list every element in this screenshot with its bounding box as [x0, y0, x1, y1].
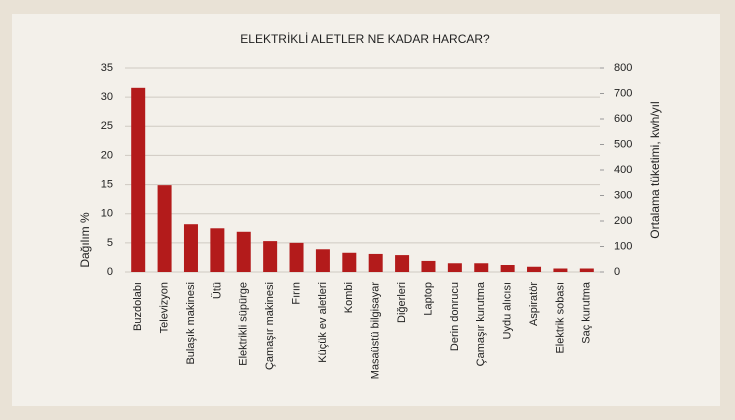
x-tick-label: Televizyon — [158, 282, 170, 333]
bar — [527, 266, 542, 272]
x-tick-label: Elektrikli süpürge — [238, 282, 250, 366]
y2-tick-label: 700 — [614, 87, 632, 99]
y-tick-label: 0 — [107, 266, 113, 278]
x-tick-label: Fırın — [290, 282, 302, 305]
x-tick-label: Derin donrucu — [449, 282, 461, 351]
bar — [157, 185, 172, 272]
y-tick-label: 15 — [101, 178, 113, 190]
y-tick-label: 10 — [101, 208, 113, 220]
x-tick-label: Saç kurutma — [581, 281, 593, 344]
bar — [289, 242, 304, 272]
y-tick-label: 35 — [101, 62, 113, 74]
bar — [447, 263, 462, 272]
x-tick-label: Elektrik sobası — [554, 282, 566, 354]
bar — [183, 224, 198, 272]
x-tick-label: Aspiratör — [528, 282, 540, 326]
x-tick-label: Çamaşır makinesi — [264, 282, 276, 370]
x-tick-label: Laptop — [422, 282, 434, 316]
y-tick-label: 30 — [101, 91, 113, 103]
y-tick-label: 25 — [101, 120, 113, 132]
bar — [236, 231, 251, 272]
chart-title: ELEKTRİKLİ ALETLER NE KADAR HARCAR? — [240, 32, 490, 46]
x-tick-label: Çamaşır kurutma — [475, 281, 487, 366]
x-tick-label: Uydu alıcısı — [502, 282, 514, 339]
y-tick-label: 20 — [101, 149, 113, 161]
y2-tick-label: 100 — [614, 240, 632, 252]
bar — [579, 268, 594, 272]
y2-tick-label: 0 — [614, 266, 620, 278]
x-tick-label: Bulaşık makinesi — [185, 282, 197, 365]
bar — [368, 253, 383, 272]
x-tick-label: Ütü — [211, 282, 223, 299]
y2-tick-label: 800 — [614, 62, 632, 74]
x-tick-label: Kombi — [343, 282, 355, 313]
bar — [210, 228, 225, 272]
y2-tick-label: 200 — [614, 215, 632, 227]
bar — [474, 263, 489, 272]
bar — [263, 241, 278, 272]
y-tick-label: 5 — [107, 237, 113, 249]
panel — [12, 14, 720, 406]
y-axis-label: Dağılım % — [78, 212, 92, 268]
y2-tick-label: 600 — [614, 113, 632, 125]
x-tick-label: Diğerleri — [396, 282, 408, 323]
y2-tick-label: 400 — [614, 164, 632, 176]
bar — [500, 265, 515, 272]
bar — [342, 252, 357, 272]
y2-tick-label: 500 — [614, 138, 632, 150]
bar — [421, 260, 436, 272]
x-tick-label: Buzdolabı — [132, 282, 144, 331]
bar — [315, 249, 330, 272]
bar — [395, 255, 410, 272]
x-tick-label: Masaüstü bilgisayar — [370, 282, 382, 380]
bar — [131, 87, 146, 273]
bar — [553, 268, 568, 272]
y2-tick-label: 300 — [614, 189, 632, 201]
x-tick-label: Küçük ev aletleri — [317, 282, 329, 363]
y2-axis-label: Ortalama tüketimi, kwh/yıl — [648, 101, 662, 238]
